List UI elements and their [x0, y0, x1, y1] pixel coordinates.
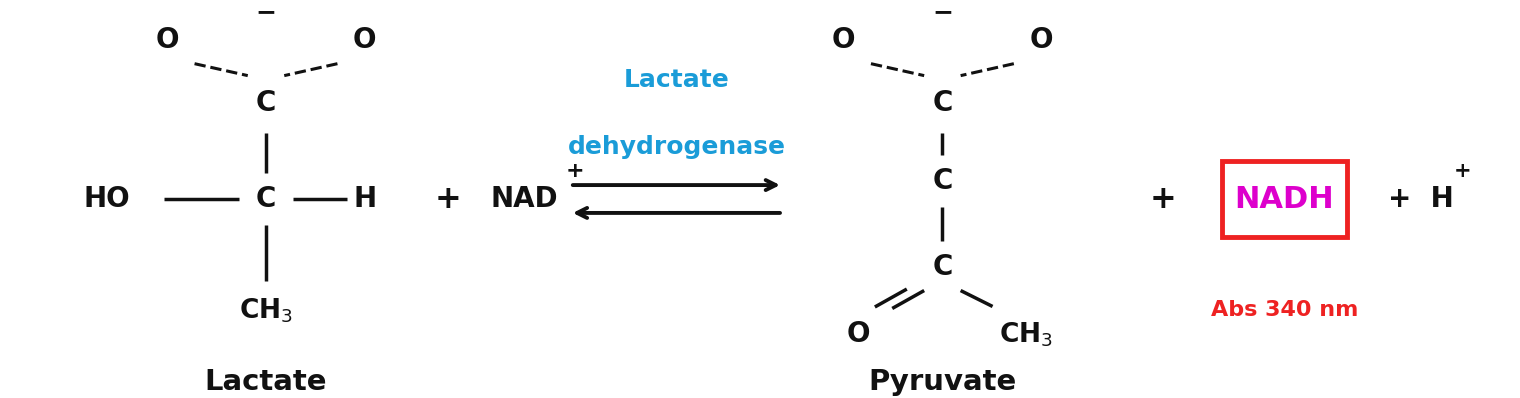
Text: +: + [435, 183, 462, 215]
Text: +: + [565, 161, 584, 181]
Text: CH$_3$: CH$_3$ [239, 296, 293, 325]
Text: dehydrogenase: dehydrogenase [567, 135, 786, 159]
Text: +: + [1149, 183, 1176, 215]
Text: −: − [932, 0, 953, 24]
Text: NAD: NAD [491, 185, 558, 213]
Text: O: O [831, 26, 856, 54]
Text: C: C [255, 90, 277, 117]
Text: O: O [155, 26, 179, 54]
Text: CH$_3$: CH$_3$ [999, 320, 1053, 349]
Text: O: O [1029, 26, 1053, 54]
Text: C: C [932, 90, 953, 117]
Text: C: C [932, 253, 953, 281]
Text: +: + [1453, 161, 1471, 181]
Text: O: O [353, 26, 377, 54]
Text: −: − [255, 0, 277, 24]
Text: NADH: NADH [1234, 185, 1335, 213]
Text: Pyruvate: Pyruvate [868, 368, 1017, 396]
Text: Abs 340 nm: Abs 340 nm [1211, 300, 1357, 320]
Text: Lactate: Lactate [623, 68, 730, 92]
Text: C: C [255, 185, 277, 213]
Text: O: O [847, 320, 871, 348]
Text: Lactate: Lactate [205, 368, 327, 396]
Text: HO: HO [84, 185, 129, 213]
Text: C: C [932, 167, 953, 195]
Text: +  H: + H [1388, 185, 1455, 213]
Text: H: H [353, 185, 377, 213]
